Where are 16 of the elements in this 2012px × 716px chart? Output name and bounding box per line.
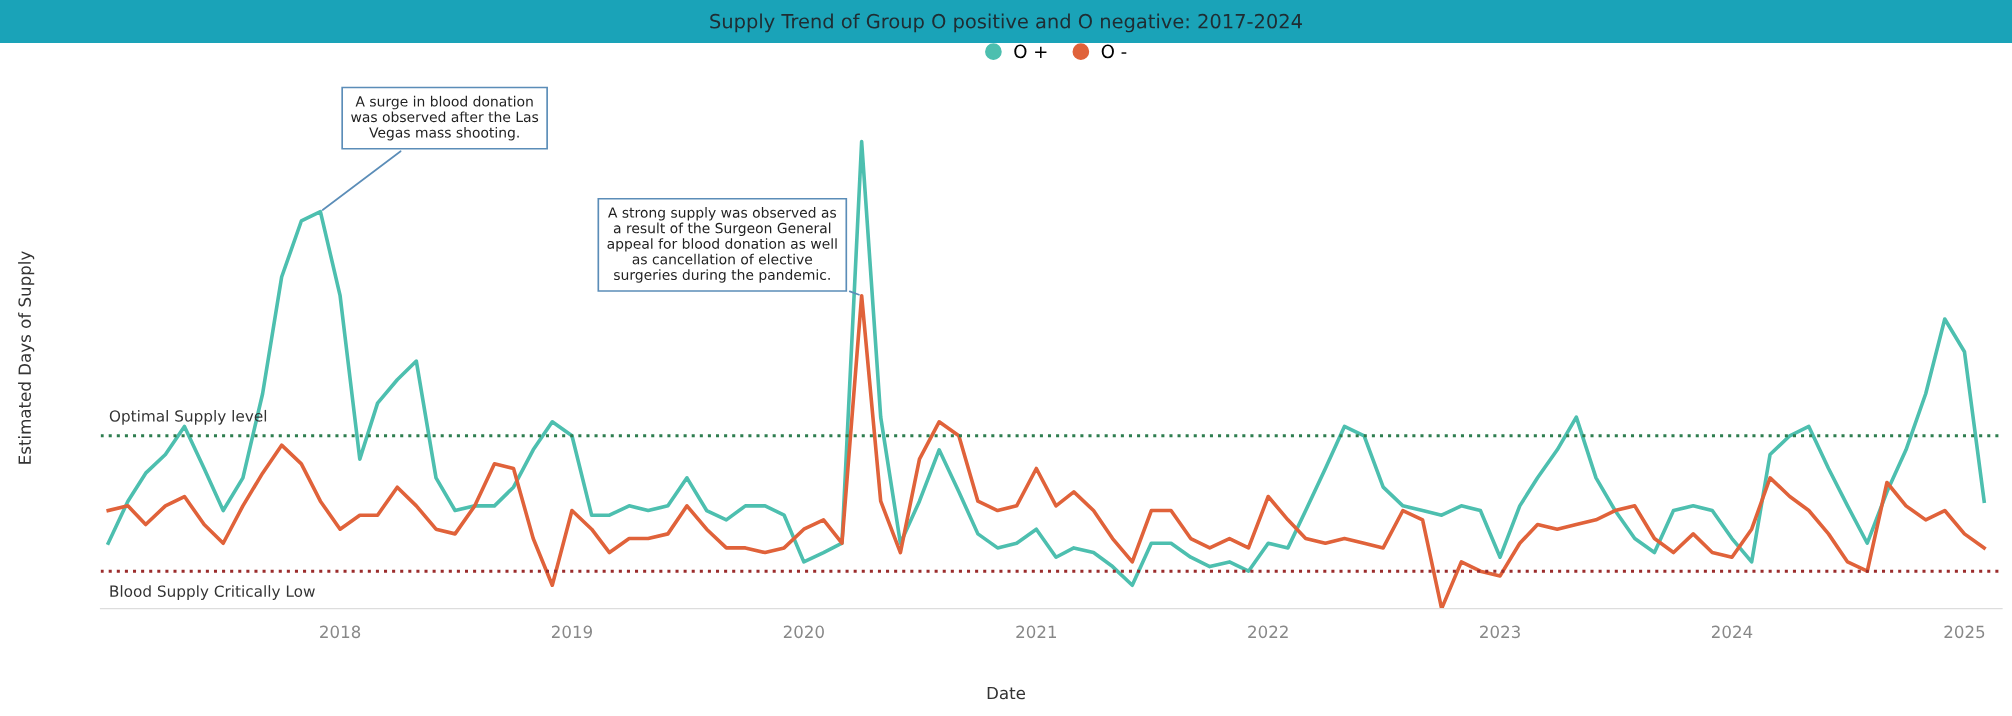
chart-title: Supply Trend of Group O positive and O negative: 2017-2024 [710, 13, 1302, 33]
x-tick-label: 2018 [320, 625, 361, 639]
legend-label: O - [1101, 44, 1127, 59]
x-tick-label: 2022 [1248, 625, 1288, 639]
annotation: A strong supply was observed as a result of the Surgeon General appeal for blood donation as well as cancellation of elective surgeries during the pandemic. [607, 207, 837, 283]
x-tick-label: 2024 [1711, 625, 1753, 639]
ref-line-label: Blood Supply Critically Low [110, 585, 315, 600]
x-tick-label: 2020 [783, 625, 824, 639]
annotation: A surge in blood donation was observed after the Las Vegas mass shooting. [351, 95, 539, 141]
x-tick-label: 2021 [1016, 625, 1057, 639]
legend-label: O + [1014, 44, 1047, 59]
x-tick-label: 2019 [551, 625, 592, 639]
x-axis-title: Date [987, 686, 1026, 700]
x-tick-label: 2025 [1944, 625, 1985, 639]
x-tick-label: 2023 [1480, 625, 1520, 639]
y-axis-title: Estimated Days of Supply [18, 251, 35, 464]
